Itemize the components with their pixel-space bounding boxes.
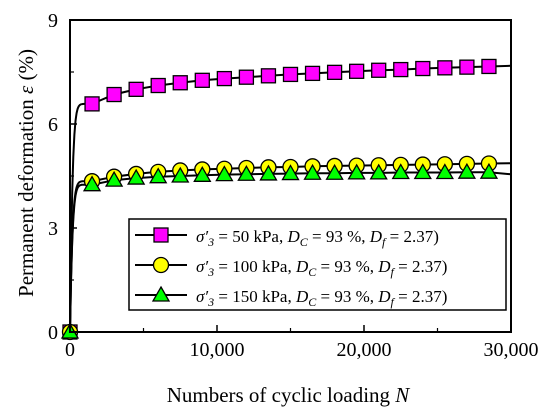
square-data-point: [282, 66, 299, 83]
triangle-data-point: [104, 170, 124, 187]
y-tick-label: 3: [48, 218, 58, 240]
triangle-data-point: [303, 163, 322, 180]
legend-triangle-marker: [151, 285, 171, 302]
square-data-point: [415, 60, 431, 77]
square-data-point: [150, 77, 166, 94]
square-data-point: [437, 60, 453, 76]
y-tick-label: 6: [48, 114, 58, 136]
triangle-data-point: [457, 162, 477, 179]
triangle-data-point: [149, 167, 168, 184]
legend-label: σ′3 = 100 kPa, DC = 93 %, Df = 2.37): [196, 257, 447, 279]
x-tick-label: 20,000: [337, 339, 392, 361]
triangle-data-point: [413, 163, 432, 180]
triangle-data-point: [127, 168, 146, 185]
triangle-data-point: [259, 164, 278, 181]
x-tick-label: 10,000: [190, 339, 245, 361]
legend-entry-100kpa: σ′3 = 100 kPa, DC = 93 %, Df = 2.37): [135, 256, 447, 279]
legend-box: [128, 218, 507, 311]
square-data-point: [194, 72, 210, 88]
square-data-point: [326, 64, 343, 80]
square-data-point: [393, 61, 409, 78]
legend-entry-150kpa: σ′3 = 150 kPa, DC = 93 %, Df = 2.37): [135, 285, 447, 309]
triangle-data-point: [325, 163, 344, 180]
square-data-point: [238, 69, 255, 85]
square-data-point: [172, 75, 188, 91]
square-data-point: [106, 86, 122, 103]
square-data-point: [216, 70, 233, 87]
triangle-data-point: [391, 163, 410, 180]
tick-layer: 0 10,000 20,000 30,000 0 3 6 9: [48, 10, 539, 361]
legend-entry-50kpa: σ′3 = 50 kPa, DC = 93 %, Df = 2.37): [135, 227, 439, 249]
triangle-data-point: [171, 166, 190, 183]
x-axis-title: Numbers of cyclic loading N: [167, 383, 411, 407]
triangle-data-point: [369, 163, 388, 180]
triangle-data-point: [193, 165, 212, 182]
y-axis-title: Permanent deformation ε (%): [14, 49, 38, 297]
x-tick-label: 30,000: [484, 339, 539, 361]
y-tick-label: 0: [48, 322, 58, 344]
square-data-point: [371, 62, 387, 78]
square-data-point: [459, 59, 475, 75]
legend-label: σ′3 = 50 kPa, DC = 93 %, Df = 2.37): [196, 227, 439, 249]
square-data-point: [260, 68, 277, 84]
legend-square-marker: [153, 227, 169, 243]
x-tick-label: 0: [65, 339, 75, 361]
square-data-point: [304, 65, 321, 82]
square-data-point: [128, 81, 144, 97]
y-tick-label: 9: [48, 10, 58, 32]
triangle-data-point: [435, 163, 454, 180]
legend: σ′3 = 50 kPa, DC = 93 %, Df = 2.37) σ′3 …: [128, 218, 507, 311]
triangle-data-point: [347, 163, 366, 180]
legend-label: σ′3 = 150 kPa, DC = 93 %, Df = 2.37): [196, 287, 447, 309]
triangle-data-point: [281, 164, 300, 181]
triangle-data-point: [82, 175, 102, 192]
square-data-point: [481, 58, 497, 75]
legend-circle-marker: [152, 256, 170, 274]
triangle-data-point: [237, 164, 256, 181]
triangle-data-point: [479, 162, 499, 179]
triangle-data-point: [215, 165, 234, 182]
square-data-point: [348, 63, 365, 79]
square-data-point: [84, 96, 100, 112]
